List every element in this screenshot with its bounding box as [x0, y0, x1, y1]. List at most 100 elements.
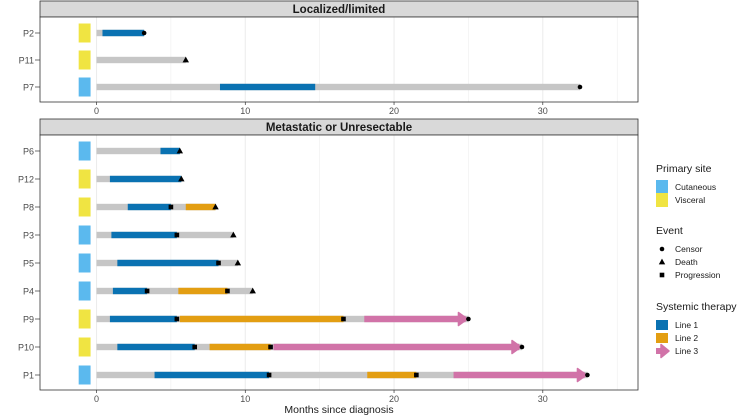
x-tick-label: 20 — [389, 106, 399, 116]
legend-key-progression — [659, 272, 665, 278]
patient-label: P12 — [18, 175, 34, 185]
therapy-line-2-bar — [185, 203, 216, 211]
patient-label: P9 — [23, 315, 34, 325]
panel-border — [39, 16, 639, 103]
therapy-line-1-bar — [117, 259, 219, 267]
primary-site-tile-cutaneous — [78, 225, 91, 245]
therapy-line-3-bar — [453, 371, 585, 379]
legend-item-label: Line 1 — [675, 320, 698, 330]
therapy-line-3-bar — [273, 343, 519, 351]
primary-site-tile-visceral — [78, 197, 91, 217]
legend-title: Systemic therapy — [656, 301, 737, 313]
therapy-line-3-arrowhead — [511, 339, 522, 355]
therapy-line-3-bar — [364, 315, 466, 323]
legend-key-line3-arrowhead — [660, 343, 670, 359]
patient-label: P1 — [23, 371, 34, 381]
primary-site-tile-visceral — [78, 309, 91, 329]
panel-border — [39, 134, 639, 391]
progression-marker — [216, 260, 221, 266]
follow-up-bar — [96, 371, 588, 379]
follow-up-bar — [96, 56, 186, 64]
follow-up-bar — [96, 287, 253, 295]
primary-site-tile-visceral — [78, 337, 91, 357]
progression-marker — [174, 316, 180, 322]
therapy-line-1-bar — [109, 175, 182, 183]
legend-key-line2 — [656, 333, 668, 343]
death-marker — [178, 175, 185, 182]
legend-title: Primary site — [656, 163, 712, 175]
x-tick-label: 30 — [538, 394, 548, 404]
legend-key-cutaneous — [656, 180, 668, 194]
death-marker — [234, 259, 242, 266]
therapy-line-1-bar — [219, 83, 316, 91]
panel-title: Metastatic or Unresectable — [266, 122, 412, 134]
x-tick-label: 10 — [240, 106, 250, 116]
patient-label: P2 — [23, 29, 34, 39]
primary-site-tile-visceral — [78, 169, 91, 189]
primary-site-tile-visceral — [78, 50, 91, 70]
progression-marker — [414, 372, 419, 378]
legend-item-label: Progression — [675, 270, 721, 280]
primary-site-tile-cutaneous — [78, 141, 91, 161]
progression-marker — [341, 316, 346, 322]
legend-item-label: Visceral — [675, 195, 705, 205]
x-axis-label: Months since diagnosis — [284, 404, 393, 416]
patient-label: P8 — [23, 203, 34, 213]
follow-up-bar — [96, 147, 180, 155]
progression-marker — [268, 344, 273, 350]
death-marker — [182, 56, 189, 63]
therapy-line-1-bar — [127, 203, 171, 211]
primary-site-tile-visceral — [78, 23, 91, 43]
patient-label: P6 — [23, 147, 34, 157]
primary-site-tile-cutaneous — [78, 281, 91, 301]
x-tick-label: 20 — [389, 394, 399, 404]
therapy-line-3-arrowhead — [576, 367, 588, 383]
legend-key-death — [658, 258, 666, 265]
progression-marker — [225, 288, 230, 294]
patient-label: P5 — [23, 259, 34, 269]
legend-item-label: Line 2 — [675, 333, 698, 343]
death-marker — [249, 287, 256, 294]
death-marker — [230, 231, 237, 238]
censor-marker — [577, 84, 583, 90]
censor-marker — [466, 316, 471, 322]
follow-up-bar — [96, 83, 580, 91]
therapy-line-2-bar — [367, 371, 417, 379]
patient-label: P10 — [18, 343, 34, 353]
x-tick-label: 0 — [94, 394, 99, 404]
therapy-line-1-bar — [109, 315, 177, 323]
therapy-line-1-bar — [102, 29, 145, 37]
patient-label: P3 — [23, 231, 34, 241]
legend-key-censor — [659, 246, 665, 252]
therapy-line-1-bar — [154, 371, 270, 379]
progression-marker — [192, 344, 198, 350]
patient-label: P7 — [23, 83, 34, 93]
progression-marker — [266, 372, 272, 378]
legend-key-line1 — [656, 320, 668, 330]
primary-site-tile-cutaneous — [78, 253, 91, 273]
legend-key-line3-bar — [656, 348, 663, 354]
death-marker — [212, 203, 219, 210]
therapy-line-1-bar — [117, 343, 195, 351]
therapy-line-2-bar — [179, 315, 344, 323]
primary-site-tile-cutaneous — [78, 365, 91, 385]
legend-item-label: Cutaneous — [675, 182, 716, 192]
primary-site-tile-cutaneous — [78, 77, 91, 97]
patient-label: P11 — [19, 56, 34, 66]
therapy-line-2-bar — [209, 343, 271, 351]
therapy-line-2-bar — [178, 287, 228, 295]
patient-label: P4 — [23, 287, 34, 297]
legend-key-visceral — [656, 193, 668, 207]
x-tick-label: 10 — [240, 394, 250, 404]
therapy-line-1-bar — [111, 231, 177, 239]
therapy-line-3-arrowhead — [457, 311, 469, 327]
progression-marker — [174, 232, 180, 238]
legend-item-label: Line 3 — [675, 346, 698, 356]
death-marker — [176, 147, 184, 154]
panel-title: Localized/limited — [293, 4, 386, 16]
legend-item-label: Censor — [675, 244, 703, 254]
legend-title: Event — [656, 225, 683, 237]
censor-marker — [585, 372, 590, 378]
legend-item-label: Death — [675, 257, 698, 267]
